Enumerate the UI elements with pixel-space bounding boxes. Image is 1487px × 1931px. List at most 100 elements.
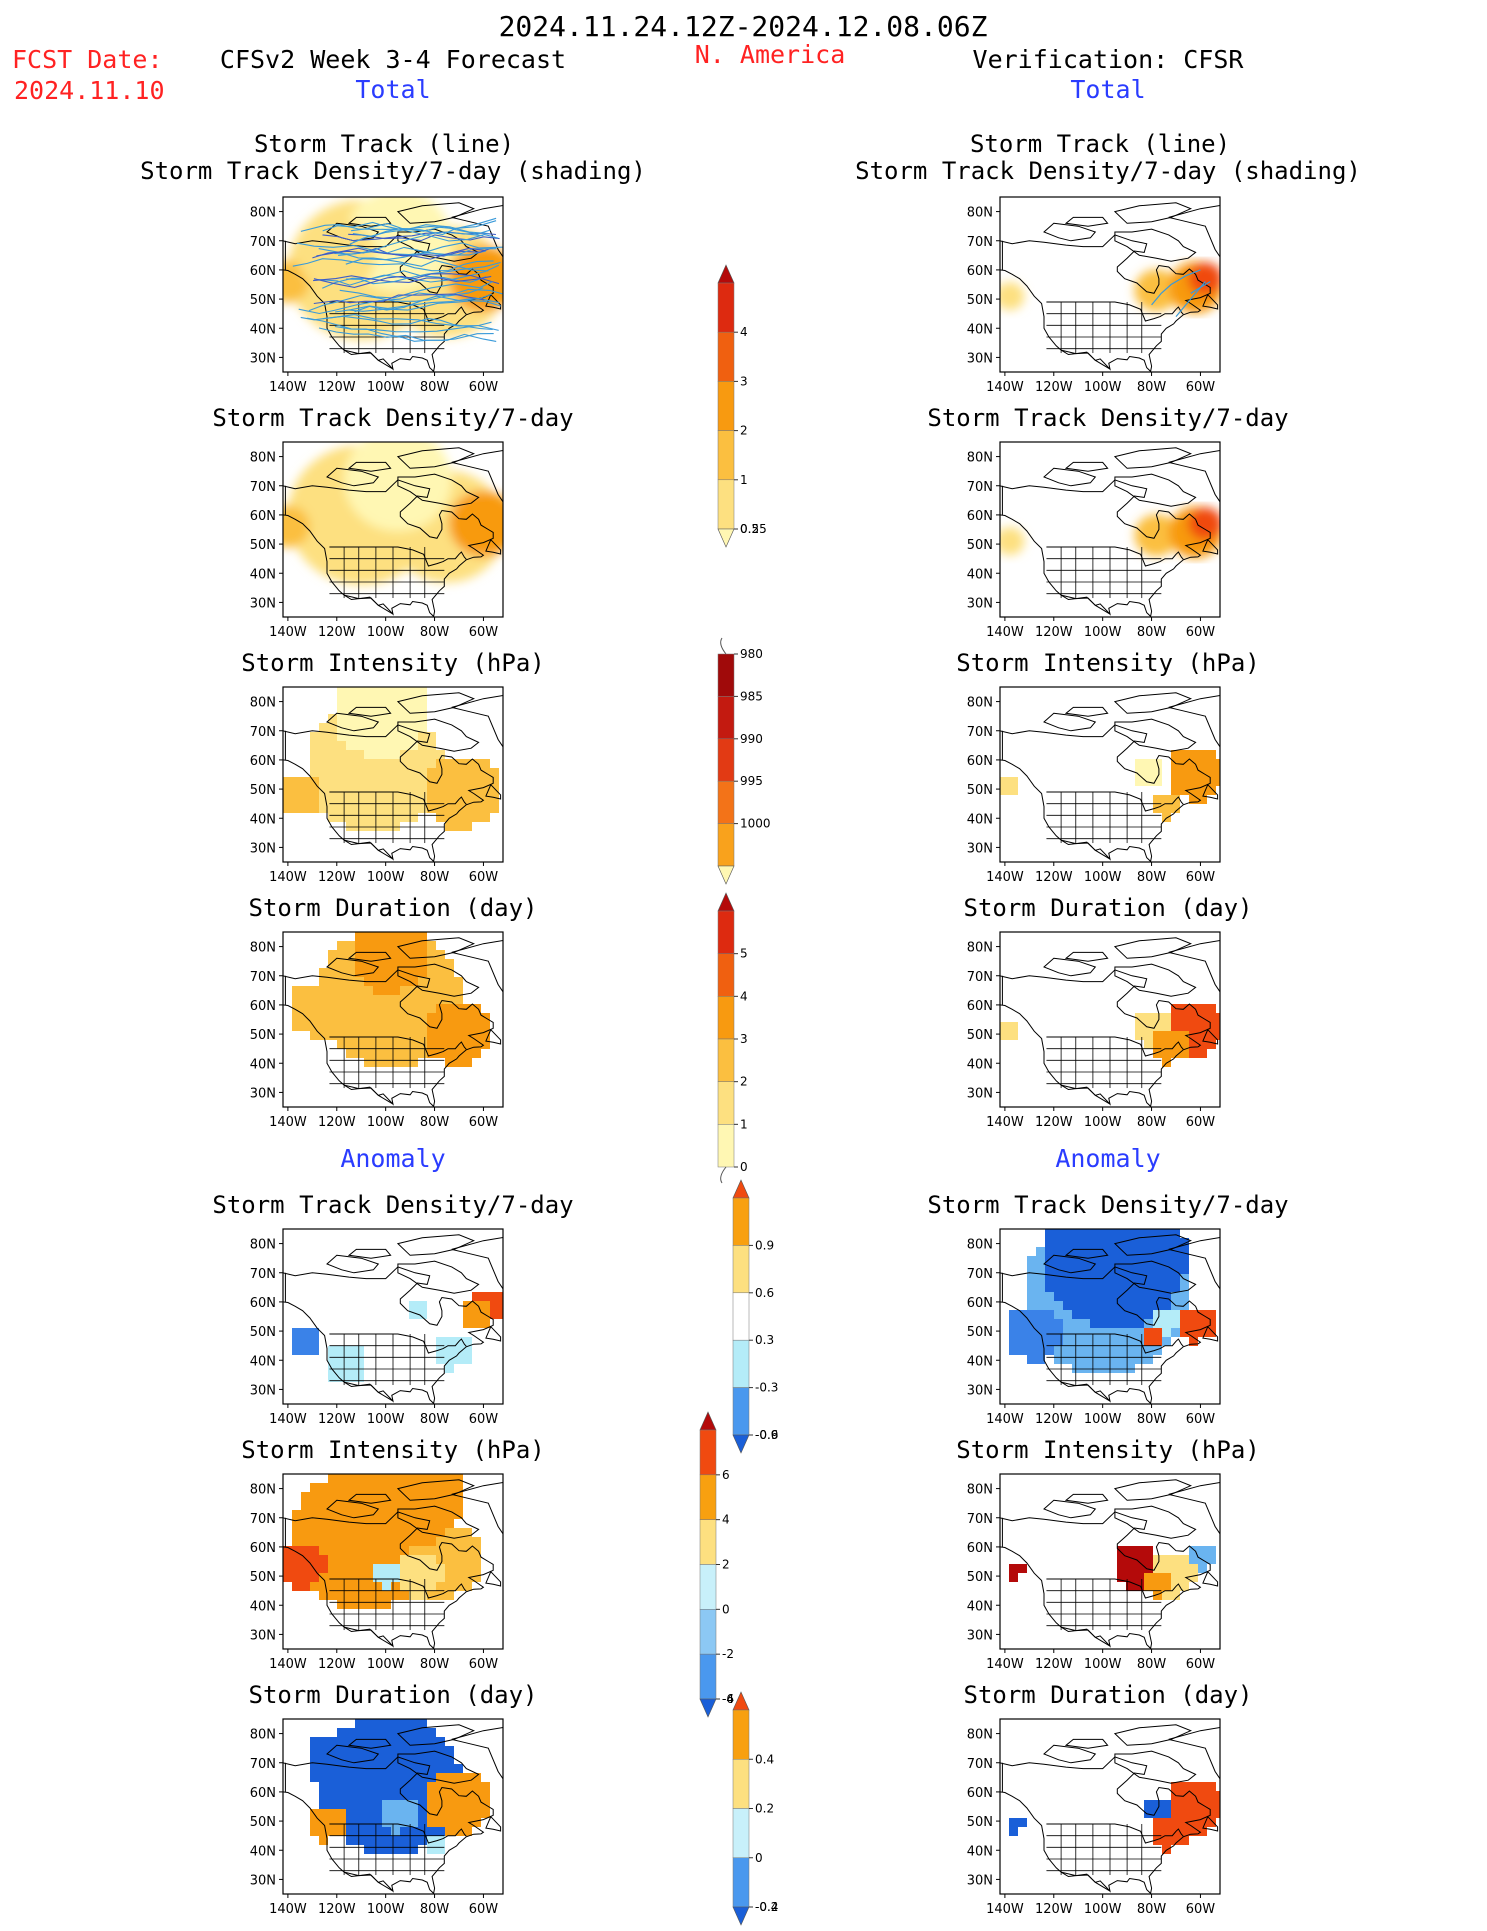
grid-cell [364, 1004, 373, 1013]
grid-cell [409, 714, 418, 723]
total-label-right: Total [1070, 75, 1146, 104]
grid-cell [346, 759, 355, 768]
grid-cell [373, 1582, 382, 1591]
grid-cell [436, 1573, 445, 1582]
grid-cell [1081, 1346, 1090, 1355]
lon-tick-label: 100W [367, 1902, 405, 1917]
grid-cell [427, 750, 436, 759]
grid-cell [445, 1022, 454, 1031]
grid-cell [364, 1800, 373, 1809]
grid-cell [454, 804, 463, 813]
grid-cell [1099, 1337, 1108, 1346]
lon-tick-label: 120W [318, 1412, 356, 1427]
grid-cell [418, 732, 427, 741]
grid-cell [1090, 1346, 1099, 1355]
panel-title-r4: Storm Duration (day) [963, 894, 1253, 922]
panel-title-l3: Storm Intensity (hPa) [241, 649, 545, 677]
lat-tick-label: 60N [967, 1541, 993, 1556]
grid-cell [472, 795, 481, 804]
lon-tick-label: 80W [420, 1115, 450, 1130]
lat-tick-label: 40N [967, 322, 993, 337]
grid-cell [373, 696, 382, 705]
colorbar-segment [717, 780, 735, 824]
grid-cell [463, 1818, 472, 1827]
grid-cell [1189, 1328, 1198, 1337]
grid-cell [1126, 1229, 1135, 1238]
grid-cell [292, 986, 301, 995]
grid-cell [301, 1564, 310, 1573]
lat-tick-label: 50N [250, 1815, 276, 1830]
border-line [1060, 594, 1111, 615]
grid-cell [337, 1582, 346, 1591]
grid-cell [382, 1031, 391, 1040]
grid-cell [1117, 1328, 1126, 1337]
lat-tick-label: 70N [967, 235, 993, 250]
grid-cell [337, 959, 346, 968]
grid-cell [328, 750, 337, 759]
grid-cell [1153, 1337, 1162, 1346]
state-lines [1046, 1037, 1162, 1089]
grid-cell [1027, 1292, 1036, 1301]
grid-cell [400, 1049, 409, 1058]
grid-cell [319, 977, 328, 986]
grid-cell [382, 1573, 391, 1582]
grid-cell [391, 696, 400, 705]
grid-cell [346, 1528, 355, 1537]
grid-cell [1171, 1265, 1180, 1274]
panel-title-l7: Storm Duration (day) [248, 1681, 538, 1709]
grid-cell [301, 1582, 310, 1591]
grid-cell [1126, 1582, 1135, 1591]
island-outline [485, 1028, 502, 1045]
grid-cell [1027, 1328, 1036, 1337]
island-outline [1202, 783, 1219, 800]
grid-cell [391, 950, 400, 959]
grid-cell [1144, 1229, 1153, 1238]
grid-cell [382, 750, 391, 759]
grid-cell [427, 941, 436, 950]
grid-cell [463, 1555, 472, 1564]
grid-cell [337, 1346, 346, 1355]
region-title: N. America [694, 40, 846, 69]
grid-cell [382, 714, 391, 723]
grid-cell [1180, 1319, 1189, 1328]
grid-cell [409, 1474, 418, 1483]
grid-cell [436, 968, 445, 977]
grid-cell [364, 741, 373, 750]
border-line [1046, 1036, 1184, 1057]
lat-tick-label: 70N [250, 480, 276, 495]
grid-cell [418, 759, 427, 768]
grid-cell [427, 1013, 436, 1022]
grid-cell [454, 1537, 463, 1546]
grid-cell [337, 1773, 346, 1782]
island-outline [1168, 940, 1220, 993]
grid-cell [328, 959, 337, 968]
grid-cell [463, 822, 472, 831]
grid-cell [292, 1346, 301, 1355]
grid-cell [1054, 1355, 1063, 1364]
grid-cell [310, 768, 319, 777]
grid-cell [400, 995, 409, 1004]
colorbar-segment [699, 1519, 717, 1565]
grid-cell [1162, 1274, 1171, 1283]
grid-cell [373, 1492, 382, 1501]
coastline [1000, 1511, 1211, 1649]
grid-cell [409, 696, 418, 705]
grid-cell [1090, 1283, 1099, 1292]
grid-cell [1054, 1274, 1063, 1283]
storm-track-line [318, 248, 489, 272]
grid-cell [409, 1809, 418, 1818]
island-outline [1043, 467, 1097, 487]
island-outline [1043, 1254, 1097, 1274]
storm-track-line [347, 300, 502, 312]
grid-cell [409, 1564, 418, 1573]
grid-cell [1090, 1301, 1099, 1310]
grid-cell [337, 804, 346, 813]
grid-cell [1099, 1328, 1108, 1337]
grid-cell [427, 1528, 436, 1537]
grid-cell [391, 1537, 400, 1546]
lat-tick-label: 70N [967, 1267, 993, 1282]
grid-cell [1126, 1328, 1135, 1337]
storm-track-line [352, 217, 497, 237]
grid-cell [1189, 1791, 1198, 1800]
grid-cell [1135, 1013, 1144, 1022]
